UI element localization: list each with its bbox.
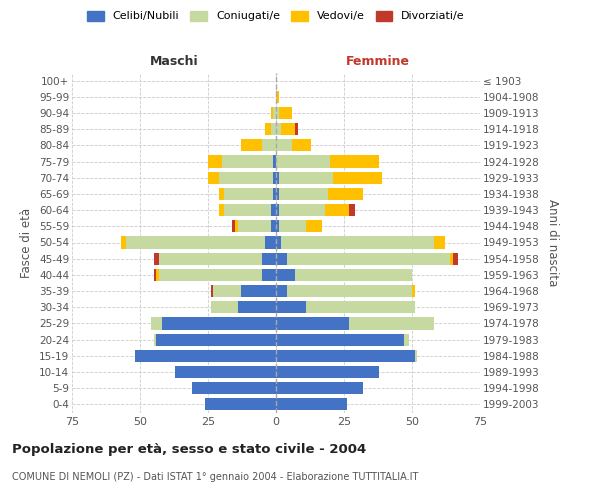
Bar [306, 301, 415, 314]
Bar [276, 123, 281, 135]
Bar [271, 220, 276, 232]
Bar [157, 269, 159, 281]
Text: Femmine: Femmine [346, 54, 410, 68]
Bar [241, 285, 276, 297]
Bar [276, 252, 287, 265]
Text: Popolazione per età, sesso e stato civile - 2004: Popolazione per età, sesso e stato civil… [12, 442, 366, 456]
Bar [154, 334, 157, 345]
Bar [262, 269, 276, 281]
Bar [279, 220, 306, 232]
Bar [328, 188, 363, 200]
Bar [276, 398, 347, 410]
Bar [175, 366, 276, 378]
Bar [159, 269, 262, 281]
Bar [281, 236, 434, 248]
Bar [276, 90, 279, 103]
Bar [211, 285, 214, 297]
Bar [151, 318, 162, 330]
Bar [273, 107, 276, 119]
Bar [287, 252, 450, 265]
Bar [157, 334, 276, 345]
Bar [232, 220, 235, 232]
Bar [271, 123, 276, 135]
Bar [434, 236, 445, 248]
Bar [276, 318, 349, 330]
Bar [273, 156, 276, 168]
Bar [276, 382, 363, 394]
Bar [412, 285, 415, 297]
Bar [453, 252, 458, 265]
Bar [295, 123, 298, 135]
Bar [349, 318, 434, 330]
Bar [224, 204, 271, 216]
Bar [415, 350, 418, 362]
Bar [276, 301, 306, 314]
Bar [325, 204, 349, 216]
Bar [191, 382, 276, 394]
Bar [273, 188, 276, 200]
Bar [331, 156, 379, 168]
Bar [159, 252, 262, 265]
Bar [276, 220, 279, 232]
Bar [276, 366, 379, 378]
Bar [276, 172, 279, 184]
Y-axis label: Fasce di età: Fasce di età [20, 208, 34, 278]
Bar [224, 188, 273, 200]
Bar [276, 107, 279, 119]
Bar [271, 204, 276, 216]
Bar [238, 301, 276, 314]
Bar [211, 301, 238, 314]
Bar [241, 140, 262, 151]
Text: COMUNE DI NEMOLI (PZ) - Dati ISTAT 1° gennaio 2004 - Elaborazione TUTTITALIA.IT: COMUNE DI NEMOLI (PZ) - Dati ISTAT 1° ge… [12, 472, 418, 482]
Bar [276, 269, 295, 281]
Text: Maschi: Maschi [149, 54, 199, 68]
Bar [205, 398, 276, 410]
Bar [404, 334, 409, 345]
Bar [295, 269, 412, 281]
Bar [276, 140, 292, 151]
Bar [208, 156, 221, 168]
Bar [219, 204, 224, 216]
Bar [349, 204, 355, 216]
Bar [219, 188, 224, 200]
Bar [221, 156, 273, 168]
Bar [279, 204, 325, 216]
Bar [306, 220, 322, 232]
Bar [208, 172, 219, 184]
Bar [121, 236, 127, 248]
Bar [271, 107, 273, 119]
Bar [450, 252, 453, 265]
Bar [134, 350, 276, 362]
Bar [279, 107, 292, 119]
Bar [276, 236, 281, 248]
Bar [276, 188, 279, 200]
Bar [262, 252, 276, 265]
Bar [287, 285, 412, 297]
Bar [281, 123, 295, 135]
Bar [276, 285, 287, 297]
Bar [292, 140, 311, 151]
Bar [127, 236, 265, 248]
Bar [279, 172, 333, 184]
Bar [262, 140, 276, 151]
Bar [154, 252, 159, 265]
Bar [276, 334, 404, 345]
Bar [276, 156, 331, 168]
Bar [265, 236, 276, 248]
Bar [162, 318, 276, 330]
Bar [333, 172, 382, 184]
Bar [273, 172, 276, 184]
Bar [154, 269, 157, 281]
Bar [265, 123, 271, 135]
Bar [214, 285, 241, 297]
Bar [238, 220, 271, 232]
Bar [219, 172, 273, 184]
Bar [235, 220, 238, 232]
Bar [276, 204, 279, 216]
Bar [279, 188, 328, 200]
Legend: Celibi/Nubili, Coniugati/e, Vedovi/e, Divorziati/e: Celibi/Nubili, Coniugati/e, Vedovi/e, Di… [87, 10, 465, 22]
Y-axis label: Anni di nascita: Anni di nascita [546, 199, 559, 286]
Bar [276, 350, 415, 362]
